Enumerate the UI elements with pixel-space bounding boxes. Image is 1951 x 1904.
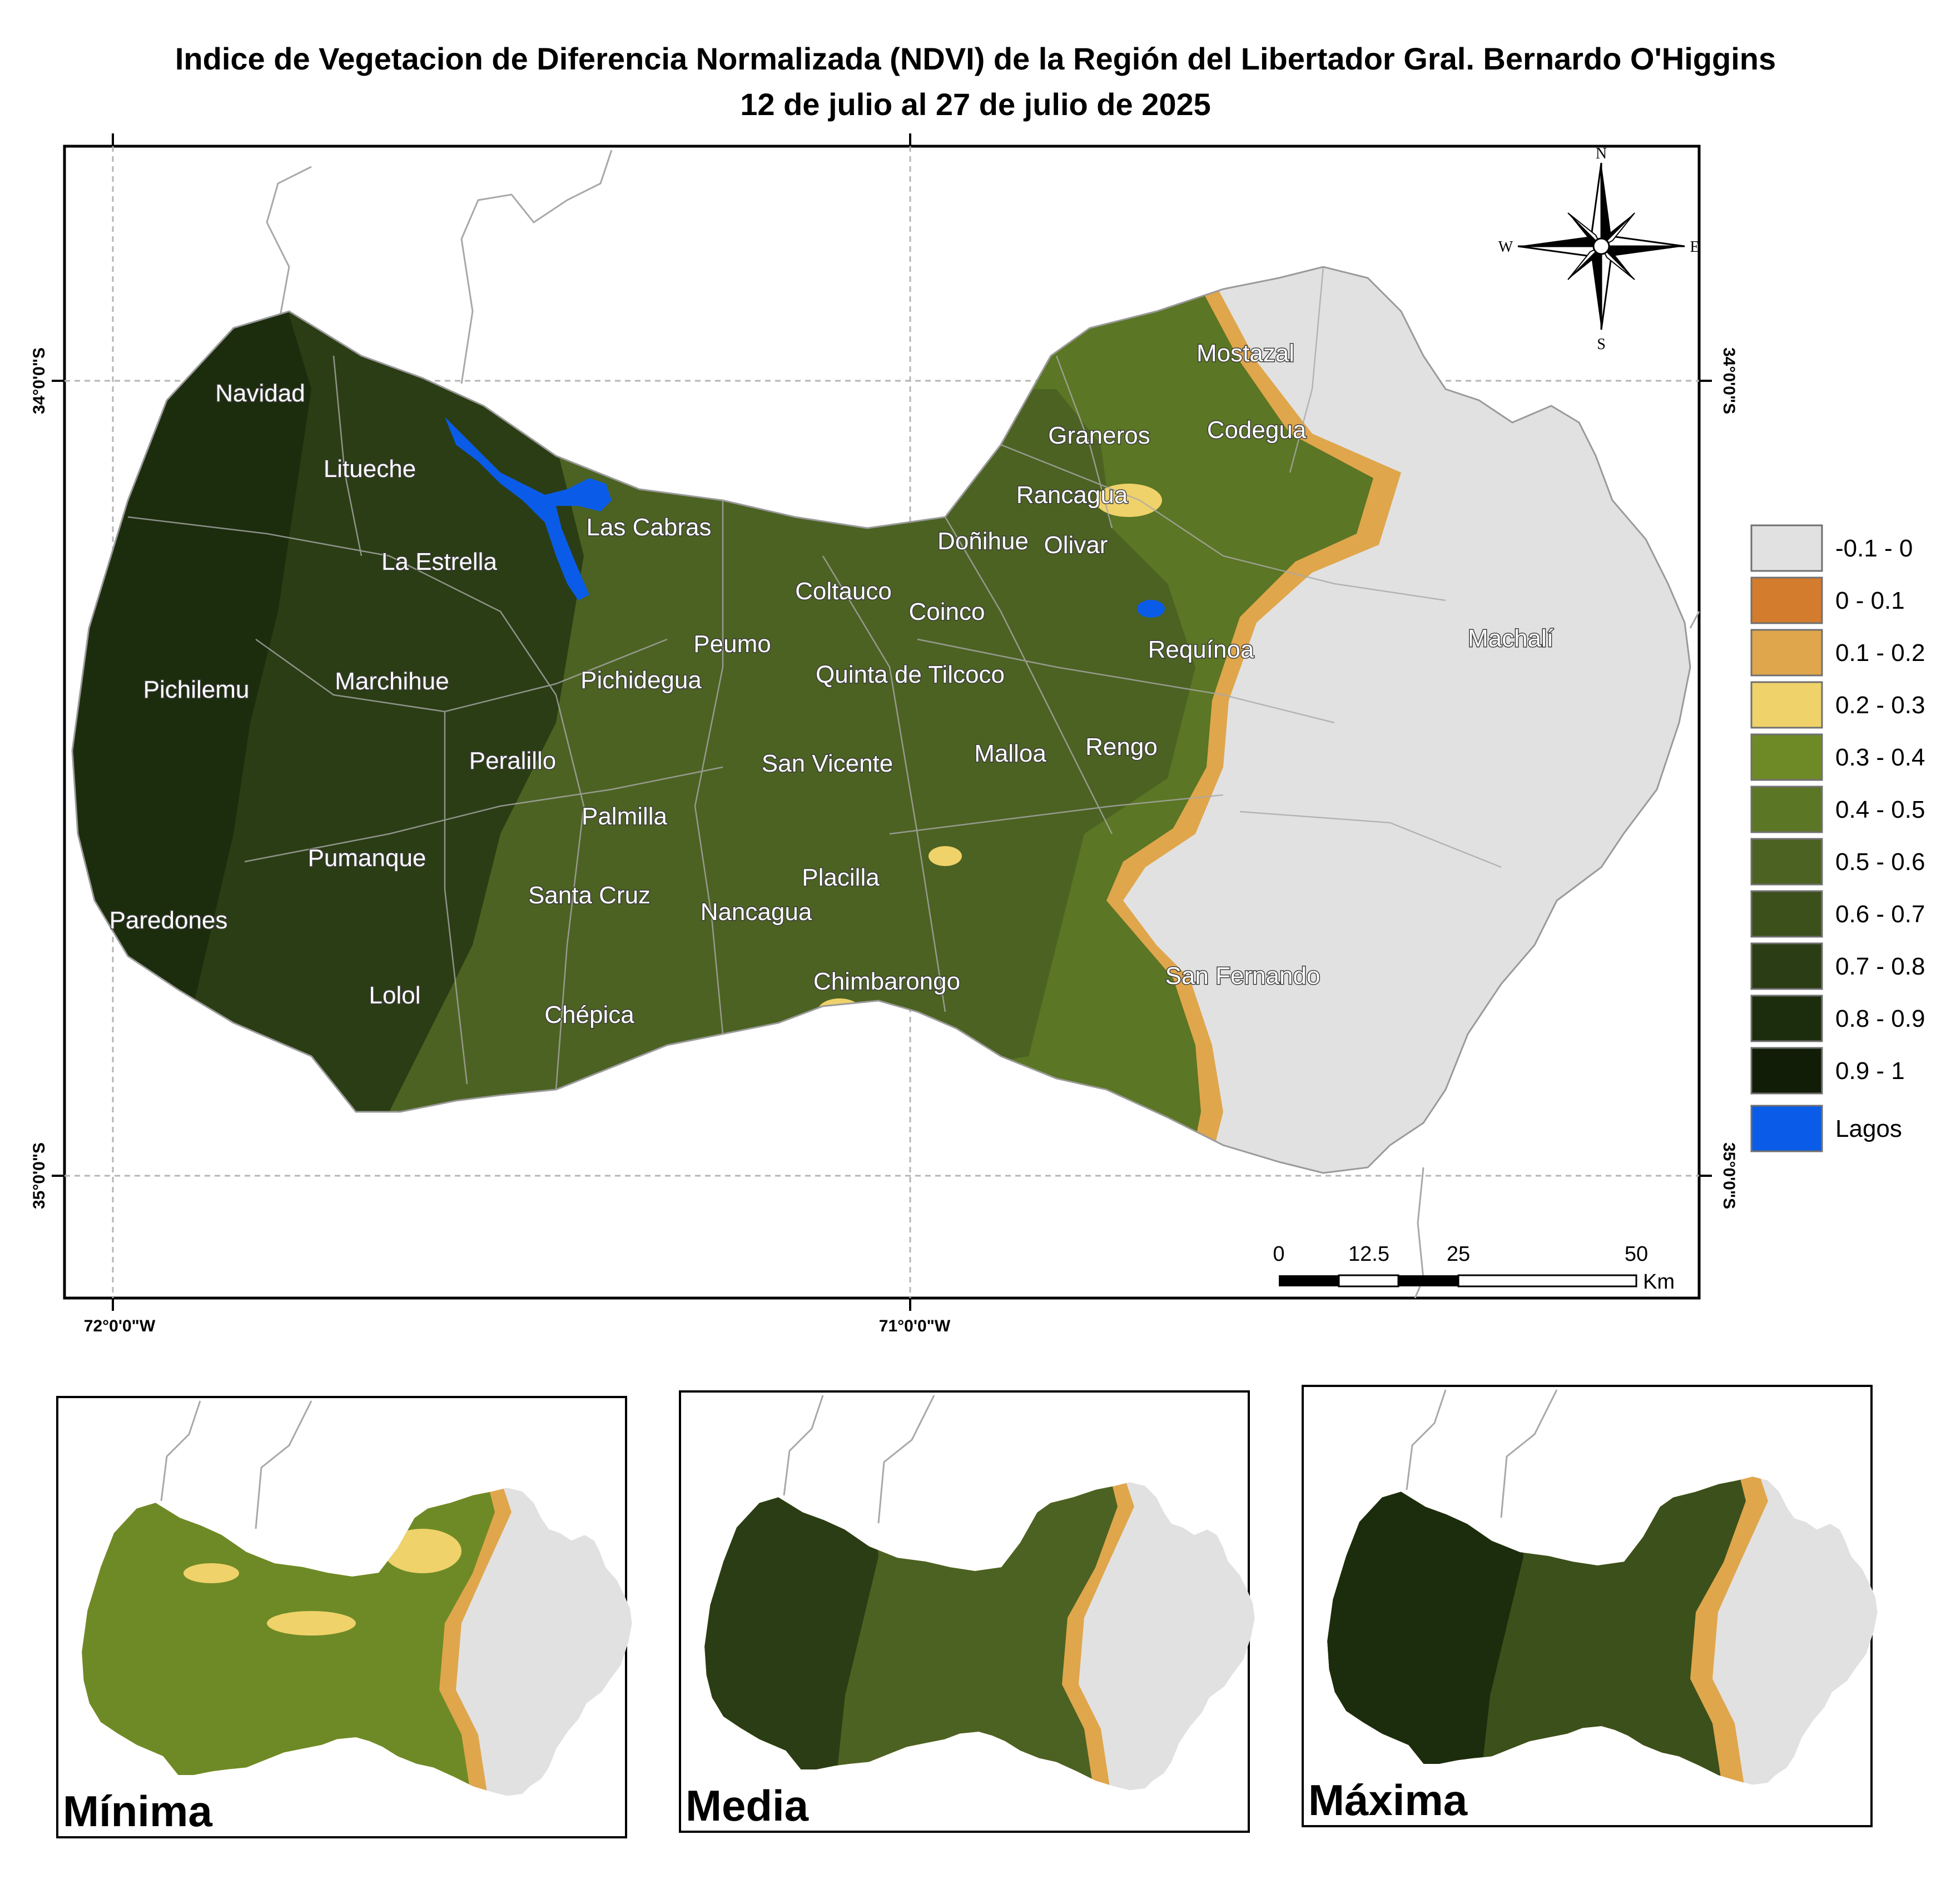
lat-label: 34°0'0"S (1720, 347, 1738, 414)
legend-swatch (1750, 942, 1823, 990)
legend-swatch (1750, 733, 1823, 781)
inset-label: Máxima (1308, 1776, 1468, 1825)
town-label: Codegua (1207, 416, 1307, 444)
lon-label: 71°0'0"W (879, 1317, 951, 1335)
legend-label: 0.7 - 0.8 (1835, 953, 1925, 980)
inset-media: Media (679, 1390, 1255, 1833)
town-label: Pichilemu (143, 676, 250, 703)
scale-label: 0 (1273, 1242, 1284, 1266)
legend-label: 0.9 - 1 (1835, 1057, 1905, 1085)
town-label: Pumanque (308, 844, 426, 872)
lat-label: 35°0'0"S (1720, 1142, 1738, 1209)
inset-maxima: Máxima (1302, 1385, 1878, 1827)
town-label: Nancagua (701, 898, 812, 926)
town-label: Peumo (693, 630, 771, 658)
map-subtitle: 12 de julio al 27 de julio de 2025 (740, 87, 1211, 122)
legend-swatch (1750, 838, 1823, 886)
town-label: Doñihue (937, 528, 1029, 555)
neighbour-boundary (1414, 1167, 1424, 1299)
neighbour-boundary (266, 166, 312, 329)
ndvi-raster (72, 278, 1401, 1173)
legend-label: 0.4 - 0.5 (1835, 796, 1925, 823)
town-label: Pichidegua (580, 667, 702, 694)
legend-label: 0.3 - 0.4 (1835, 744, 1925, 771)
scale-label: 12.5 (1348, 1242, 1389, 1266)
scale-label: 50 (1625, 1242, 1648, 1266)
map-title: Indice de Vegetacion de Diferencia Norma… (175, 41, 1776, 76)
town-label: Rengo (1085, 733, 1158, 760)
legend-swatch (1750, 629, 1823, 677)
legend-label: 0.6 - 0.7 (1835, 901, 1925, 928)
lake-rapel (445, 417, 612, 600)
scale-unit: Km (1643, 1270, 1675, 1294)
town-label: Chépica (544, 1001, 634, 1028)
town-label: Quinta de Tilcoco (816, 661, 1005, 688)
legend-swatch (1750, 890, 1823, 938)
town-label: Palmilla (582, 803, 668, 830)
legend-label: 0.1 - 0.2 (1835, 639, 1925, 667)
neighbour-boundary (460, 150, 613, 384)
main-map: Navidad Litueche La Estrella Las Cabras … (30, 133, 1738, 1335)
inset-label: Media (686, 1781, 809, 1830)
legend-swatch (1750, 995, 1823, 1042)
town-label: Marchihue (335, 668, 449, 695)
town-label: Rancagua (1016, 481, 1128, 509)
compass-w: W (1498, 238, 1513, 256)
legend-label: 0 - 0.1 (1835, 587, 1905, 614)
legend-label: 0.2 - 0.3 (1835, 692, 1925, 719)
legend-label: Lagos (1835, 1115, 1902, 1142)
town-label: Chimbarongo (813, 968, 960, 995)
town-label: Coinco (909, 598, 985, 625)
town-label: Litueche (324, 455, 416, 483)
compass-s: S (1597, 336, 1606, 353)
legend-swatch (1750, 681, 1823, 729)
lat-label: 35°0'0"S (30, 1142, 48, 1209)
town-label: Paredones (110, 907, 228, 934)
legend-label: -0.1 - 0 (1835, 535, 1913, 562)
lat-label: 34°0'0"S (30, 347, 48, 414)
town-label: Graneros (1048, 422, 1150, 449)
inset-minima: Mínima (56, 1396, 632, 1838)
legend-label: 0.8 - 0.9 (1835, 1005, 1925, 1032)
town-label: San Fernando (1165, 962, 1320, 990)
town-label: Las Cabras (586, 514, 711, 541)
lake (1137, 600, 1165, 618)
inset-label: Mínima (63, 1787, 212, 1836)
town-label: Olivar (1044, 531, 1108, 559)
scale-bar: 0 12.5 25 50 Km (1273, 1242, 1675, 1294)
compass-e: E (1690, 238, 1699, 256)
compass-n: N (1596, 145, 1607, 162)
comuna-boundaries (127, 266, 1502, 1090)
legend-swatch (1750, 1105, 1823, 1152)
town-label: Placilla (802, 864, 880, 891)
legend-swatch (1750, 524, 1823, 572)
legend: -0.1 - 0 0 - 0.1 0.1 - 0.2 0.2 - 0.3 0.3 - 0… (1750, 524, 1925, 1152)
legend-label: 0.5 - 0.6 (1835, 848, 1925, 876)
town-label: La Estrella (381, 548, 497, 575)
town-label: Coltauco (795, 578, 892, 605)
town-label: Malloa (974, 740, 1046, 767)
town-label: Mostazal (1197, 340, 1294, 367)
compass-rose-icon: N S E W (1498, 145, 1700, 353)
town-label: San Vicente (762, 750, 893, 777)
legend-swatch (1750, 786, 1823, 833)
scale-label: 25 (1447, 1242, 1470, 1266)
legend-swatch (1750, 1047, 1823, 1095)
lon-label: 72°0'0"W (84, 1317, 156, 1335)
town-label: Peralillo (469, 747, 557, 774)
town-label: Machalí (1468, 625, 1554, 652)
legend-swatch (1750, 576, 1823, 624)
town-label: Navidad (215, 380, 305, 407)
town-label: Lolol (369, 982, 421, 1009)
town-label: Santa Cruz (528, 882, 651, 909)
town-label: Requínoa (1148, 636, 1254, 663)
